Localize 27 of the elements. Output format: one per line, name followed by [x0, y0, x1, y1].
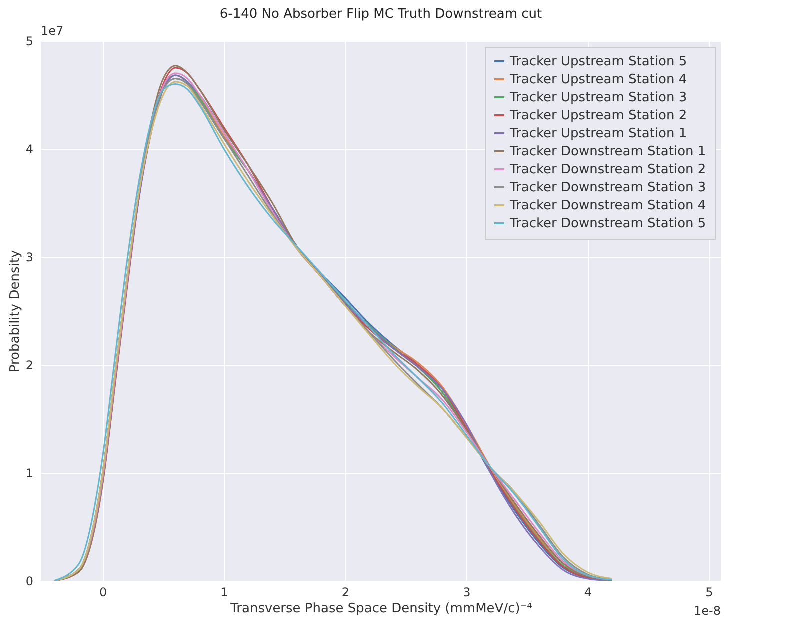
y-tick-label: 4 — [26, 142, 34, 156]
x-tick-label: 5 — [706, 586, 714, 600]
x-axis-title: Transverse Phase Space Density (mmMeV/c)⁻⁴ — [230, 602, 532, 616]
chart-title: 6-140 No Absorber Flip MC Truth Downstream cut — [220, 7, 542, 22]
x-tick-label: 2 — [342, 586, 350, 600]
x-tick-label: 4 — [584, 586, 592, 600]
y-tick-label: 2 — [26, 358, 34, 372]
legend-label: Tracker Upstream Station 3 — [509, 90, 688, 106]
text: 1e7 — [41, 24, 64, 38]
legend-label: Tracker Upstream Station 4 — [509, 72, 688, 88]
legend-label: Tracker Downstream Station 1 — [509, 144, 706, 160]
legend-label: Tracker Downstream Station 3 — [509, 180, 706, 196]
legend-label: Tracker Upstream Station 5 — [509, 54, 688, 70]
x-tick-label: 0 — [100, 586, 108, 600]
x-tick-label: 1 — [220, 586, 228, 600]
y-axis-title: Probability Density — [8, 250, 23, 373]
y-tick-label: 3 — [26, 250, 34, 264]
y-tick-label: 0 — [26, 574, 34, 588]
legend-label: Tracker Upstream Station 2 — [509, 108, 688, 124]
x-tick-label: 3 — [463, 586, 471, 600]
y-tick-label: 5 — [26, 34, 34, 48]
legend-label: Tracker Downstream Station 5 — [509, 216, 706, 232]
legend-label: Tracker Downstream Station 4 — [509, 198, 706, 214]
legend-label: Tracker Downstream Station 2 — [509, 162, 706, 178]
legend-label: Tracker Upstream Station 1 — [509, 126, 688, 142]
text: 1e-8 — [694, 604, 721, 618]
y-tick-label: 1 — [26, 466, 34, 480]
